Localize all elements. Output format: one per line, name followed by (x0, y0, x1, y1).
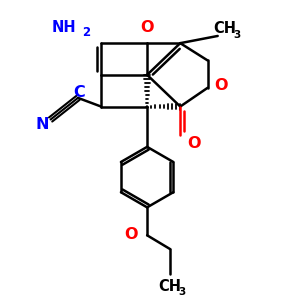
Text: NH: NH (52, 20, 76, 35)
Text: 2: 2 (82, 26, 90, 39)
Text: O: O (140, 20, 154, 35)
Text: O: O (124, 227, 138, 242)
Text: CH: CH (213, 21, 236, 36)
Text: N: N (35, 117, 49, 132)
Text: CH: CH (158, 279, 181, 294)
Text: O: O (187, 136, 200, 151)
Text: O: O (214, 78, 227, 93)
Text: C: C (74, 85, 85, 100)
Text: 3: 3 (233, 30, 241, 40)
Text: 3: 3 (178, 287, 185, 297)
